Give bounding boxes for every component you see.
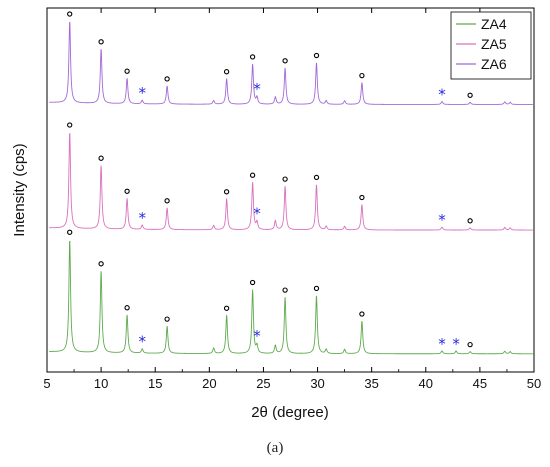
peak-star-marker: *	[438, 335, 446, 353]
legend-label-ZA4: ZA4	[481, 16, 507, 32]
legend-label-ZA5: ZA5	[481, 36, 507, 52]
peak-circle-marker	[249, 54, 256, 60]
series-line-ZA6	[49, 21, 533, 105]
x-tick-label: 10	[94, 376, 108, 391]
peak-circle-marker	[467, 92, 473, 98]
peak-circle-marker	[98, 155, 104, 161]
x-tick-label: 30	[310, 376, 324, 391]
peak-circle-marker	[124, 188, 130, 194]
peak-circle-marker	[467, 341, 473, 348]
peak-circle-marker	[249, 279, 256, 286]
peak-circle-marker	[67, 11, 73, 17]
peak-star-marker: *	[452, 335, 460, 353]
x-tick-label: 5	[43, 376, 50, 391]
x-tick-label: 45	[473, 376, 487, 391]
peak-circle-marker	[223, 189, 230, 195]
legend: ZA4 ZA5 ZA6	[450, 11, 532, 80]
peak-circle-marker	[313, 52, 320, 59]
peak-star-marker: *	[138, 333, 146, 351]
legend-box	[450, 11, 532, 80]
peak-circle-marker	[282, 58, 288, 64]
peak-star-marker: *	[253, 80, 261, 98]
peak-circle-marker	[313, 174, 320, 181]
peak-circle-marker	[98, 39, 104, 45]
peak-circle-marker	[223, 69, 230, 75]
peak-star-marker: *	[138, 84, 146, 102]
peak-circle-marker	[359, 194, 365, 201]
peak-star-marker: *	[438, 86, 446, 104]
x-axis-label: 2θ (degree)	[251, 404, 329, 421]
x-tick-label: 15	[148, 376, 162, 391]
peak-circle-marker	[359, 311, 365, 317]
x-ticks: 5 10 15 20 25 30 35 40 45 50	[43, 8, 541, 391]
series-line-ZA5	[49, 132, 533, 231]
peak-circle-marker	[313, 285, 320, 292]
legend-label-ZA6: ZA6	[481, 56, 507, 72]
peak-star-marker: *	[438, 211, 446, 229]
peak-circle-marker	[467, 218, 473, 224]
peak-circle-marker	[359, 72, 365, 79]
x-tick-label: 20	[202, 376, 216, 391]
peak-circle-marker	[67, 122, 73, 128]
series-layer	[49, 21, 533, 355]
peak-star-marker: *	[253, 327, 261, 345]
peak-circle-marker	[249, 172, 256, 178]
peak-circle-marker	[164, 76, 170, 82]
x-tick-label: 35	[364, 376, 378, 391]
x-tick-label: 50	[527, 376, 541, 391]
peak-circle-marker	[164, 316, 170, 322]
figure-caption: (a)	[266, 440, 284, 456]
peak-circle-marker	[124, 68, 130, 74]
peak-circle-marker	[282, 287, 288, 293]
peak-star-marker: *	[253, 204, 261, 222]
peak-circle-marker	[98, 261, 104, 267]
series-line-ZA4	[49, 240, 533, 355]
x-tick-label: 25	[256, 376, 270, 391]
peak-circle-marker	[164, 198, 170, 204]
peak-circle-marker	[282, 176, 288, 182]
x-tick-label: 40	[419, 376, 433, 391]
xrd-chart: * * * * * * * * * * 5 10 15 20 25 30 35 40 45 50 2θ (degre…	[11, 7, 541, 421]
peak-star-marker: *	[138, 209, 146, 227]
marker-layer: * * * * * * * * * *	[67, 11, 473, 353]
peak-circle-marker	[124, 305, 130, 311]
peak-circle-marker	[67, 229, 73, 235]
y-axis-label: Intensity (cps)	[11, 143, 28, 236]
peak-circle-marker	[223, 305, 230, 311]
